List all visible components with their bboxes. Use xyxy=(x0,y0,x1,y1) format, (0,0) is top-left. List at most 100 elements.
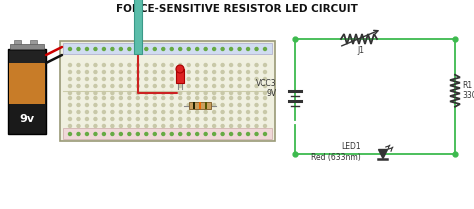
Circle shape xyxy=(128,47,131,51)
Circle shape xyxy=(85,92,89,94)
Circle shape xyxy=(229,133,233,135)
Circle shape xyxy=(153,92,156,94)
Circle shape xyxy=(69,117,72,121)
Circle shape xyxy=(102,78,105,80)
Circle shape xyxy=(221,97,224,99)
Circle shape xyxy=(246,84,249,88)
Circle shape xyxy=(204,84,207,88)
Circle shape xyxy=(128,84,131,88)
Bar xyxy=(63,128,272,139)
Circle shape xyxy=(85,47,89,51)
Circle shape xyxy=(128,125,131,127)
Circle shape xyxy=(111,47,114,51)
Circle shape xyxy=(187,117,190,121)
Circle shape xyxy=(85,125,89,127)
Circle shape xyxy=(162,103,165,107)
Circle shape xyxy=(111,92,114,94)
Circle shape xyxy=(246,125,249,127)
Circle shape xyxy=(179,133,182,135)
Circle shape xyxy=(213,103,216,107)
Circle shape xyxy=(229,125,233,127)
Circle shape xyxy=(102,70,105,74)
Circle shape xyxy=(119,103,122,107)
Circle shape xyxy=(204,111,207,113)
Circle shape xyxy=(145,84,148,88)
Circle shape xyxy=(238,92,241,94)
Circle shape xyxy=(77,47,80,51)
Circle shape xyxy=(119,70,122,74)
Circle shape xyxy=(102,133,105,135)
Circle shape xyxy=(170,103,173,107)
Circle shape xyxy=(85,133,89,135)
Circle shape xyxy=(264,117,266,121)
Circle shape xyxy=(137,70,139,74)
Circle shape xyxy=(162,78,165,80)
Circle shape xyxy=(264,64,266,66)
Circle shape xyxy=(69,103,72,107)
Circle shape xyxy=(179,70,182,74)
Circle shape xyxy=(229,70,233,74)
Bar xyxy=(60,41,275,141)
Circle shape xyxy=(77,64,80,66)
Circle shape xyxy=(111,70,114,74)
Circle shape xyxy=(119,78,122,80)
Circle shape xyxy=(179,64,182,66)
Circle shape xyxy=(221,47,224,51)
Polygon shape xyxy=(379,149,388,158)
Circle shape xyxy=(264,47,266,51)
Circle shape xyxy=(179,125,182,127)
Circle shape xyxy=(128,78,131,80)
Circle shape xyxy=(179,111,182,113)
Circle shape xyxy=(111,97,114,99)
Circle shape xyxy=(255,84,258,88)
Circle shape xyxy=(137,133,139,135)
Circle shape xyxy=(69,133,72,135)
Circle shape xyxy=(170,47,173,51)
Circle shape xyxy=(119,133,122,135)
Circle shape xyxy=(145,97,148,99)
Circle shape xyxy=(196,111,199,113)
Circle shape xyxy=(137,103,139,107)
Circle shape xyxy=(145,111,148,113)
Circle shape xyxy=(229,64,233,66)
Circle shape xyxy=(119,84,122,88)
Circle shape xyxy=(128,70,131,74)
Text: VCC3
9V: VCC3 9V xyxy=(256,79,277,98)
Circle shape xyxy=(128,97,131,99)
Circle shape xyxy=(187,133,190,135)
Bar xyxy=(9,51,45,63)
Circle shape xyxy=(94,103,97,107)
Circle shape xyxy=(246,133,249,135)
Circle shape xyxy=(264,84,266,88)
Circle shape xyxy=(153,133,156,135)
Circle shape xyxy=(137,47,139,51)
Circle shape xyxy=(128,64,131,66)
Circle shape xyxy=(145,103,148,107)
Circle shape xyxy=(94,92,97,94)
Circle shape xyxy=(77,111,80,113)
Circle shape xyxy=(94,117,97,121)
Circle shape xyxy=(170,111,173,113)
Circle shape xyxy=(102,84,105,88)
Circle shape xyxy=(162,64,165,66)
Circle shape xyxy=(162,133,165,135)
Circle shape xyxy=(229,111,233,113)
Circle shape xyxy=(264,78,266,80)
Circle shape xyxy=(162,92,165,94)
Circle shape xyxy=(246,103,249,107)
Circle shape xyxy=(77,84,80,88)
Circle shape xyxy=(246,78,249,80)
Circle shape xyxy=(94,133,97,135)
Circle shape xyxy=(246,64,249,66)
Text: J1: J1 xyxy=(357,46,365,55)
Circle shape xyxy=(255,64,258,66)
Bar xyxy=(189,102,211,109)
Circle shape xyxy=(187,103,190,107)
Circle shape xyxy=(170,70,173,74)
Circle shape xyxy=(204,125,207,127)
Circle shape xyxy=(77,103,80,107)
Circle shape xyxy=(196,84,199,88)
Circle shape xyxy=(119,92,122,94)
Circle shape xyxy=(111,84,114,88)
Circle shape xyxy=(85,111,89,113)
